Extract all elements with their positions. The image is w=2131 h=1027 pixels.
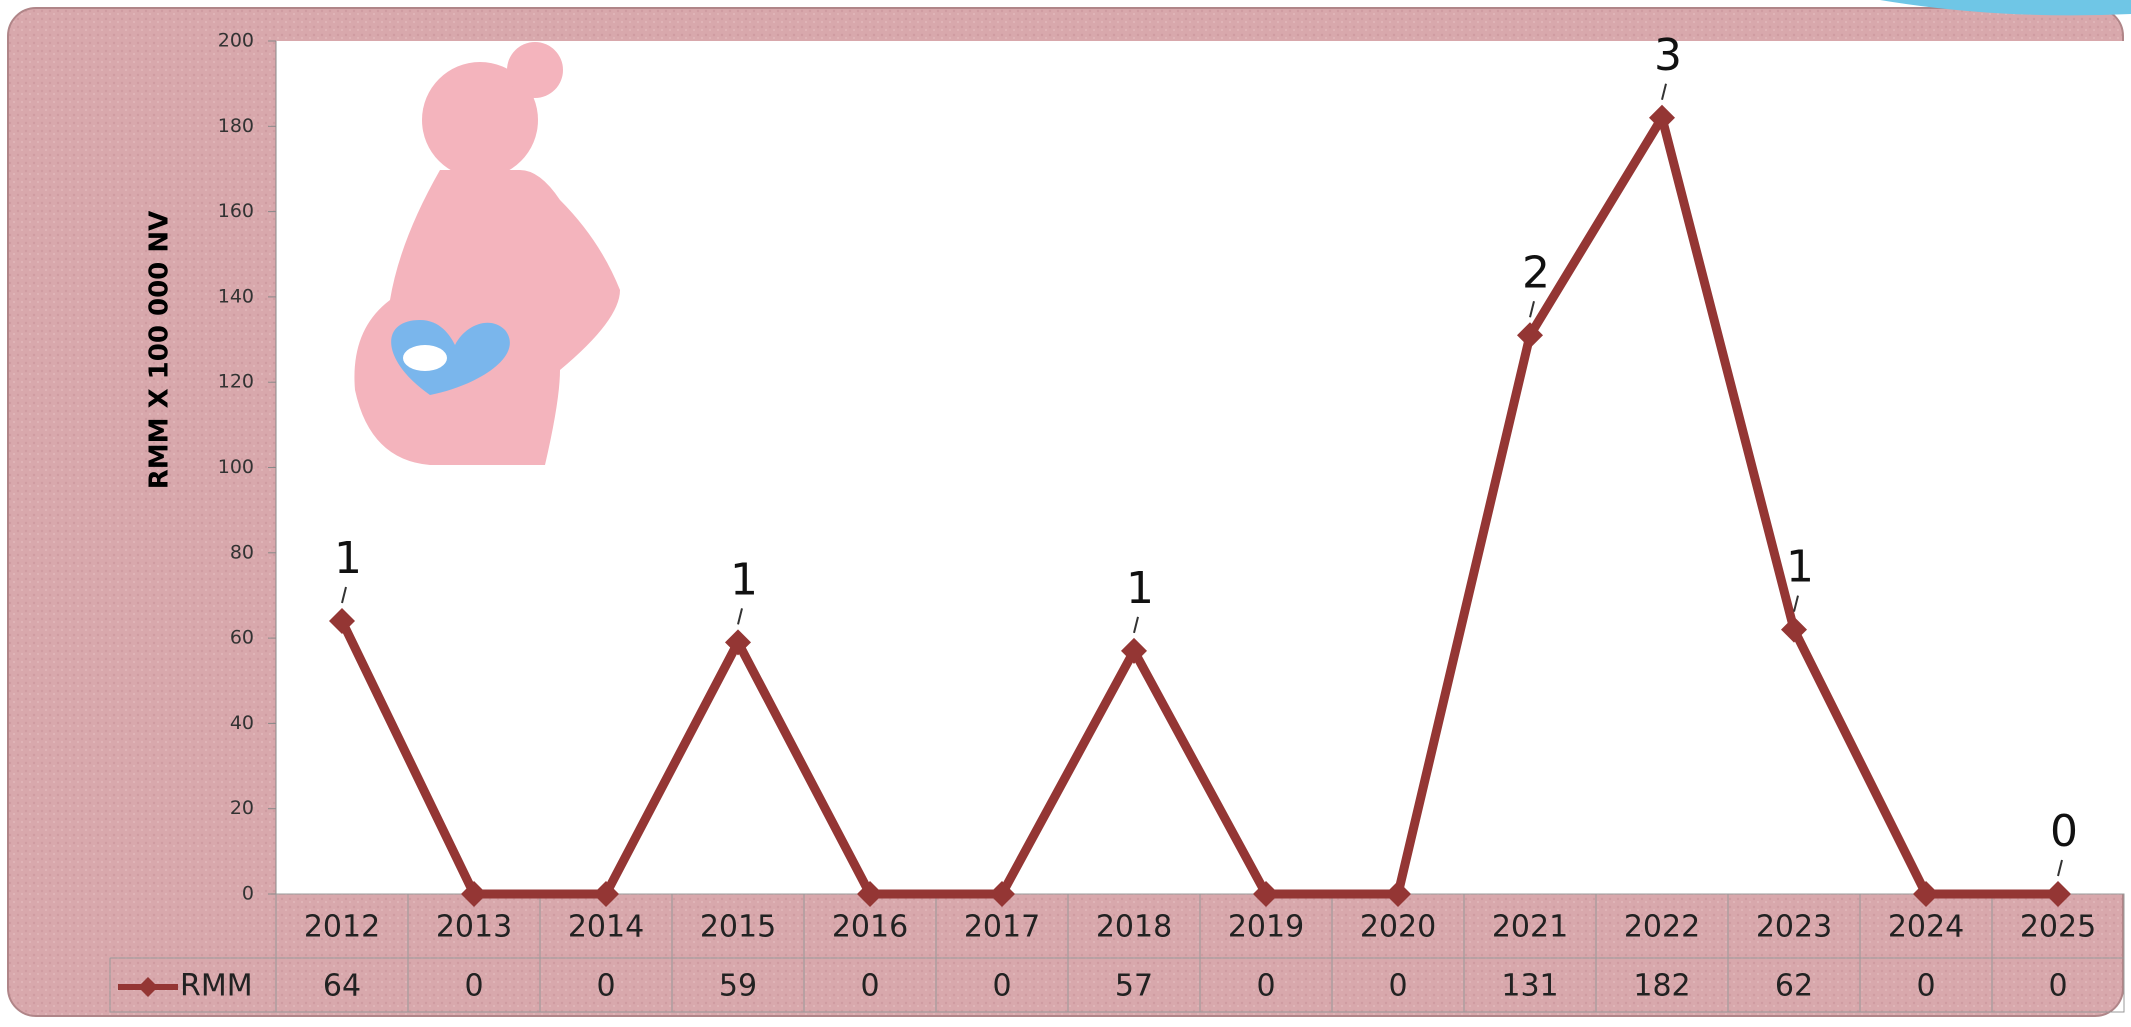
x-tick-label: 2023	[1756, 910, 1832, 945]
annotation-label: 1	[1126, 563, 1154, 614]
x-tick-label: 2025	[2020, 910, 2096, 945]
data-point	[329, 608, 355, 635]
table-value: 0	[1388, 969, 1407, 1004]
data-point	[1649, 104, 1675, 131]
data-point	[989, 881, 1015, 907]
table-value: 57	[1115, 969, 1153, 1004]
annotation-leader	[1793, 595, 1799, 612]
x-tick-label: 2018	[1096, 910, 1172, 945]
x-tick-label: 2016	[832, 910, 908, 945]
table-value: 62	[1775, 969, 1813, 1004]
data-point	[593, 881, 619, 907]
annotation-leader	[1529, 301, 1535, 318]
y-tick-label: 40	[230, 712, 254, 734]
y-tick-label: 100	[218, 456, 254, 478]
y-tick-label: 200	[218, 30, 254, 52]
annotation-label: 2	[1522, 247, 1550, 298]
x-tick-label: 2020	[1360, 910, 1436, 945]
annotation-label: 1	[1786, 542, 1814, 593]
data-point	[1121, 637, 1147, 664]
data-point	[1253, 881, 1279, 907]
data-point	[1385, 881, 1411, 907]
x-tick-label: 2014	[568, 910, 644, 945]
annotation-label: 0	[2050, 806, 2078, 857]
annotation-leader	[2057, 859, 2063, 877]
data-point	[461, 881, 487, 907]
x-tick-label: 2022	[1624, 910, 1700, 945]
table-value: 131	[1501, 969, 1558, 1004]
table-value: 0	[992, 969, 1011, 1004]
pregnant-silhouette	[354, 42, 620, 465]
annotation-leader	[1133, 616, 1139, 634]
table-value: 0	[1256, 969, 1275, 1004]
x-tick-label: 2017	[964, 910, 1040, 945]
table-value: 0	[596, 969, 615, 1004]
x-tick-label: 2012	[304, 910, 380, 945]
annotation-label: 3	[1654, 30, 1682, 81]
legend-label: RMM	[180, 969, 253, 1004]
table-value: 0	[464, 969, 483, 1004]
x-tick-label: 2013	[436, 910, 512, 945]
annotation-leader	[737, 608, 743, 625]
annotation-leader	[341, 586, 347, 604]
data-point	[1517, 322, 1543, 349]
y-tick-label: 160	[218, 200, 254, 222]
x-tick-label: 2019	[1228, 910, 1304, 945]
y-tick-label: 60	[230, 627, 254, 649]
x-tick-label: 2015	[700, 910, 776, 945]
y-tick-label: 80	[230, 541, 254, 563]
data-point	[725, 629, 751, 656]
legend-marker	[138, 977, 158, 997]
data-point	[1781, 616, 1807, 643]
table-value: 0	[2048, 969, 2067, 1004]
y-axis-title: RMM X 100 000 NV	[145, 211, 175, 489]
x-tick-label: 2021	[1492, 910, 1568, 945]
y-tick-label: 20	[230, 797, 254, 819]
plot-area	[276, 41, 2124, 894]
annotation-leader	[1661, 83, 1667, 101]
x-tick-label: 2024	[1888, 910, 1964, 945]
table-value: 0	[860, 969, 879, 1004]
table-value: 64	[323, 969, 361, 1004]
y-tick-label: 140	[218, 285, 254, 307]
data-point	[1913, 881, 1939, 907]
corner-decoration	[1880, 0, 2131, 16]
y-tick-label: 180	[218, 115, 254, 137]
annotation-label: 1	[334, 533, 362, 584]
table-value: 59	[719, 969, 757, 1004]
table-value: 182	[1633, 969, 1690, 1004]
data-point	[2045, 881, 2071, 907]
y-tick-label: 0	[242, 883, 254, 905]
y-tick-label: 120	[218, 371, 254, 393]
data-point	[857, 881, 883, 907]
series-line	[337, 113, 2058, 899]
annotation-label: 1	[730, 554, 758, 605]
table-value: 0	[1916, 969, 1935, 1004]
